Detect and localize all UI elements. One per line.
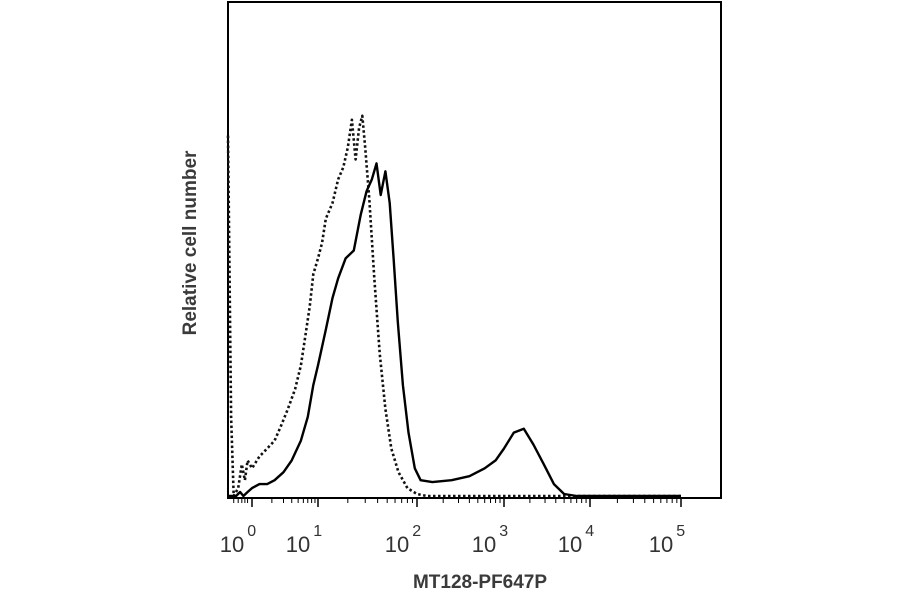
- x-tick-label-base-3: 10: [472, 532, 496, 557]
- y-axis-title: Relative cell number: [180, 150, 201, 335]
- x-tick-label-exp-4: 4: [585, 523, 594, 540]
- x-tick-label-base-5: 10: [649, 532, 673, 557]
- series-dotted-line: [226, 114, 681, 498]
- x-tick-label-exp-3: 3: [499, 523, 508, 540]
- x-tick-label-2: 102: [385, 523, 421, 557]
- x-tick-label-base-0: 10: [220, 532, 244, 557]
- x-tick-label-0: 100: [220, 523, 256, 557]
- x-tick-label-1: 101: [286, 523, 322, 557]
- x-axis-title: MT128-PF647P: [413, 572, 547, 593]
- x-tick-label-exp-5: 5: [676, 523, 685, 540]
- series-solid-line: [228, 162, 681, 498]
- x-tick-label-3: 103: [472, 523, 508, 557]
- x-tick-label-base-4: 10: [558, 532, 582, 557]
- x-tick-label-base-2: 10: [385, 532, 409, 557]
- x-tick-label-exp-2: 2: [412, 523, 421, 540]
- x-tick-label-exp-0: 0: [247, 523, 256, 540]
- x-tick-label-4: 104: [558, 523, 594, 557]
- x-tick-label-base-1: 10: [286, 532, 310, 557]
- x-tick-label-5: 105: [649, 523, 685, 557]
- series-layer: [226, 114, 681, 498]
- x-axis-ticks: [233, 498, 682, 507]
- plot-frame: [227, 1, 722, 499]
- x-tick-label-exp-1: 1: [313, 523, 322, 540]
